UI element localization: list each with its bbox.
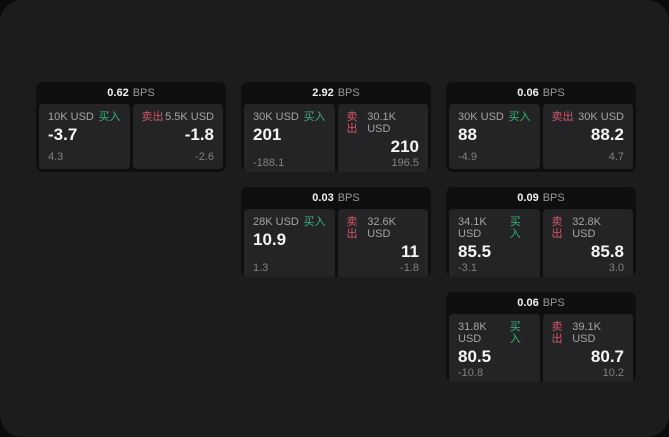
- sell-price: 85.8: [590, 242, 624, 261]
- quote-card-body: 10K USD 买入 -3.7 4.3 卖出 5.5K USD -1.8 -2.…: [36, 104, 226, 172]
- sell-price: 210: [390, 137, 419, 156]
- bps-header: 2.92 BPS: [241, 82, 431, 104]
- buy-price: 201: [253, 125, 282, 144]
- bps-header: 0.09 BPS: [446, 187, 636, 209]
- quote-card-body: 30K USD 买入 88 -4.9 卖出 30K USD 88.2 4.7: [446, 104, 636, 172]
- buy-panel[interactable]: 30K USD 买入 201 -188.1: [244, 104, 335, 172]
- bps-value: 0.03: [312, 192, 334, 204]
- bps-value: 0.09: [517, 192, 539, 204]
- bps-unit-label: BPS: [542, 192, 565, 204]
- quote-card-body: 31.8K USD 买入 80.5 -10.8 卖出 39.1K USD 80.…: [446, 314, 636, 382]
- sell-amount: 30.1K USD: [367, 111, 396, 135]
- sell-panel[interactable]: 卖出 5.5K USD -1.8 -2.6: [132, 104, 223, 169]
- buy-change: -3.1: [458, 262, 477, 274]
- buy-price: 85.5: [458, 242, 492, 261]
- quote-card: 0.03 BPS 28K USD 买入 10.9 1.3 卖出 32.6K US…: [241, 187, 431, 277]
- sell-change: 4.7: [608, 151, 624, 163]
- buy-price: 88: [458, 125, 477, 144]
- bps-header: 0.06 BPS: [446, 82, 636, 104]
- buy-price: -3.7: [48, 125, 78, 144]
- sell-price: 80.7: [590, 347, 624, 366]
- quote-cards-grid: 0.62 BPS 10K USD 买入 -3.7 4.3 卖出 5.5K USD: [36, 82, 636, 382]
- bps-unit-label: BPS: [542, 87, 565, 99]
- sell-change: 10.2: [602, 367, 624, 379]
- quote-card-body: 34.1K USD 买入 85.5 -3.1 卖出 32.8K USD 85.8…: [446, 209, 636, 277]
- bps-header: 0.62 BPS: [36, 82, 226, 104]
- sell-amount: 5.5K USD: [165, 111, 214, 123]
- sell-panel[interactable]: 卖出 32.8K USD 85.8 3.0: [542, 209, 633, 277]
- buy-change: 4.3: [48, 151, 64, 163]
- buy-label: 买入: [98, 111, 121, 123]
- buy-amount: 30K USD: [458, 111, 504, 123]
- buy-panel[interactable]: 30K USD 买入 88 -4.9: [449, 104, 540, 169]
- sell-label: 卖出: [551, 321, 563, 345]
- buy-amount: 28K USD: [253, 216, 299, 228]
- buy-label: 买入: [509, 216, 521, 240]
- sell-change: -1.8: [400, 262, 419, 274]
- buy-label: 买入: [509, 321, 521, 345]
- quote-card: 0.06 BPS 30K USD 买入 88 -4.9 卖出 30K USD: [446, 82, 636, 172]
- buy-change: 1.3: [253, 262, 269, 274]
- sell-panel[interactable]: 卖出 39.1K USD 80.7 10.2: [542, 314, 633, 382]
- buy-panel[interactable]: 34.1K USD 买入 85.5 -3.1: [449, 209, 540, 277]
- bps-value: 0.06: [517, 297, 539, 309]
- buy-change: -10.8: [458, 367, 484, 379]
- bps-unit-label: BPS: [337, 87, 360, 99]
- sell-change: 196.5: [391, 157, 419, 169]
- bps-unit-label: BPS: [542, 297, 565, 309]
- buy-price: 10.9: [253, 230, 287, 249]
- sell-amount: 39.1K USD: [572, 321, 601, 345]
- bps-unit-label: BPS: [132, 87, 155, 99]
- sell-amount: 32.6K USD: [367, 216, 396, 240]
- sell-panel[interactable]: 卖出 30.1K USD 210 196.5: [337, 104, 428, 172]
- quote-card-body: 30K USD 买入 201 -188.1 卖出 30.1K USD 210 1…: [241, 104, 431, 172]
- buy-amount: 31.8K USD: [458, 321, 487, 345]
- sell-amount: 32.8K USD: [572, 216, 601, 240]
- sell-price: 11: [401, 242, 419, 261]
- sell-label: 卖出: [551, 216, 563, 240]
- sell-price: -1.8: [184, 125, 214, 144]
- buy-panel[interactable]: 10K USD 买入 -3.7 4.3: [39, 104, 130, 169]
- buy-amount: 30K USD: [253, 111, 299, 123]
- bps-value: 0.06: [517, 87, 539, 99]
- bps-header: 0.06 BPS: [446, 292, 636, 314]
- buy-label: 买入: [303, 111, 326, 123]
- buy-panel[interactable]: 31.8K USD 买入 80.5 -10.8: [449, 314, 540, 382]
- bps-value: 2.92: [312, 87, 334, 99]
- buy-change: -188.1: [253, 157, 285, 169]
- sell-label: 卖出: [346, 111, 358, 135]
- sell-price: 88.2: [590, 125, 624, 144]
- bps-value: 0.62: [107, 87, 129, 99]
- buy-panel[interactable]: 28K USD 买入 10.9 1.3: [244, 209, 335, 277]
- quote-card: 0.09 BPS 34.1K USD 买入 85.5 -3.1 卖出 32.8K…: [446, 187, 636, 277]
- bps-unit-label: BPS: [337, 192, 360, 204]
- quote-card: 2.92 BPS 30K USD 买入 201 -188.1 卖出 30.1K …: [241, 82, 431, 172]
- buy-label: 买入: [508, 111, 531, 123]
- buy-change: -4.9: [458, 151, 477, 163]
- buy-label: 买入: [303, 216, 326, 228]
- sell-panel[interactable]: 卖出 30K USD 88.2 4.7: [542, 104, 633, 169]
- quote-card: 0.62 BPS 10K USD 买入 -3.7 4.3 卖出 5.5K USD: [36, 82, 226, 172]
- quote-card-body: 28K USD 买入 10.9 1.3 卖出 32.6K USD 11 -1.8: [241, 209, 431, 277]
- sell-label: 卖出: [551, 111, 574, 123]
- sell-label: 卖出: [141, 111, 164, 123]
- bps-header: 0.03 BPS: [241, 187, 431, 209]
- buy-amount: 10K USD: [48, 111, 94, 123]
- sell-label: 卖出: [346, 216, 358, 240]
- sell-amount: 30K USD: [578, 111, 624, 123]
- sell-change: 3.0: [608, 262, 624, 274]
- buy-amount: 34.1K USD: [458, 216, 487, 240]
- buy-price: 80.5: [458, 347, 492, 366]
- quote-card: 0.06 BPS 31.8K USD 买入 80.5 -10.8 卖出 39.1…: [446, 292, 636, 382]
- sell-change: -2.6: [195, 151, 214, 163]
- sell-panel[interactable]: 卖出 32.6K USD 11 -1.8: [337, 209, 428, 277]
